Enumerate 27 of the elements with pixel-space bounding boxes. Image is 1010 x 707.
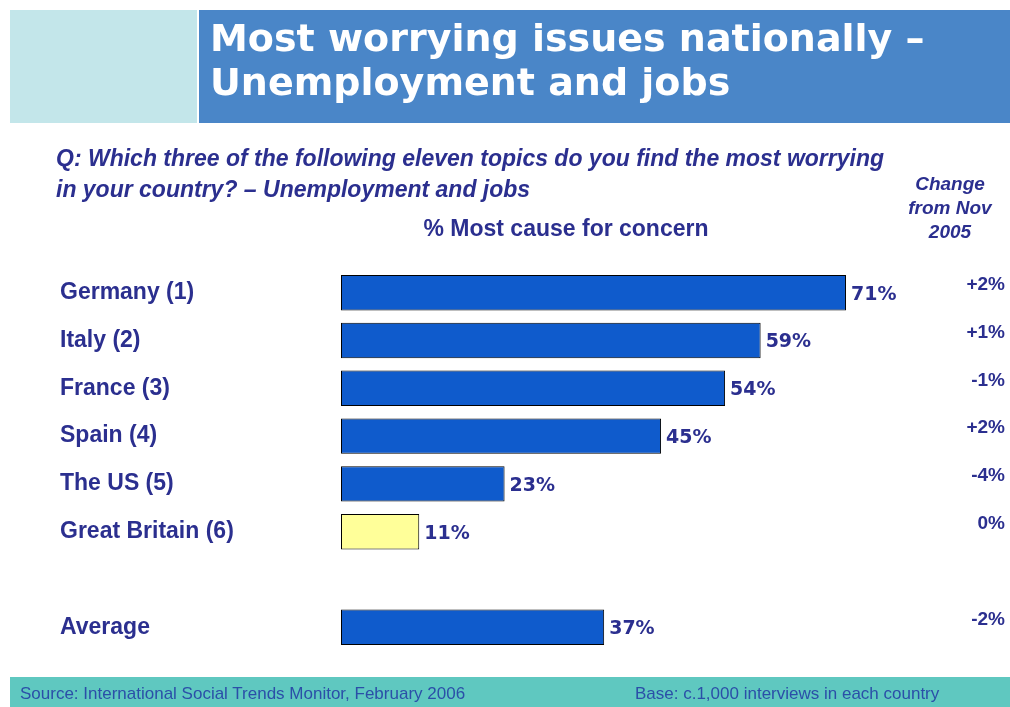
text: -2% [971,607,1006,629]
y-tick-label: Great Britain (6) [60,517,234,544]
text: +2% [966,416,1006,438]
data-label: 71% [850,281,897,304]
text: 0% [977,511,1006,533]
y-tick-label: The US (5) [60,469,174,496]
x-axis-title: % Most cause for concern [422,215,710,242]
text: -4% [971,464,1006,486]
chart-title: Most worrying issues nationally – Unemployment and jobs [210,16,925,104]
data-label: 54% [730,377,776,400]
text: Base: c.1,000 interviews in each country [635,684,940,704]
text: -1% [971,368,1006,390]
chart-subtitle: Q: Which three of the following eleven topics do you find the most worrying in your country? – Unemployment and jobs [56,144,886,204]
y-tick-label: Germany (1) [60,278,195,305]
data-label: 45% [666,425,712,448]
data-label: 37% [609,616,655,639]
data-label: 23% [509,472,556,495]
data-label: 11% [424,520,470,543]
y-tick-label: Italy (2) [60,325,141,352]
data-label: 59% [765,329,812,352]
y-tick-label: Average [60,612,150,639]
text: Change from Nov 2005 [907,172,994,244]
y-tick-label: France (3) [60,373,170,400]
text: +1% [966,320,1006,342]
y-tick-label: Spain (4) [60,421,158,448]
source-note: Source: International Social Trends Monitor, February 2006 [20,684,466,704]
text: +2% [966,272,1006,294]
